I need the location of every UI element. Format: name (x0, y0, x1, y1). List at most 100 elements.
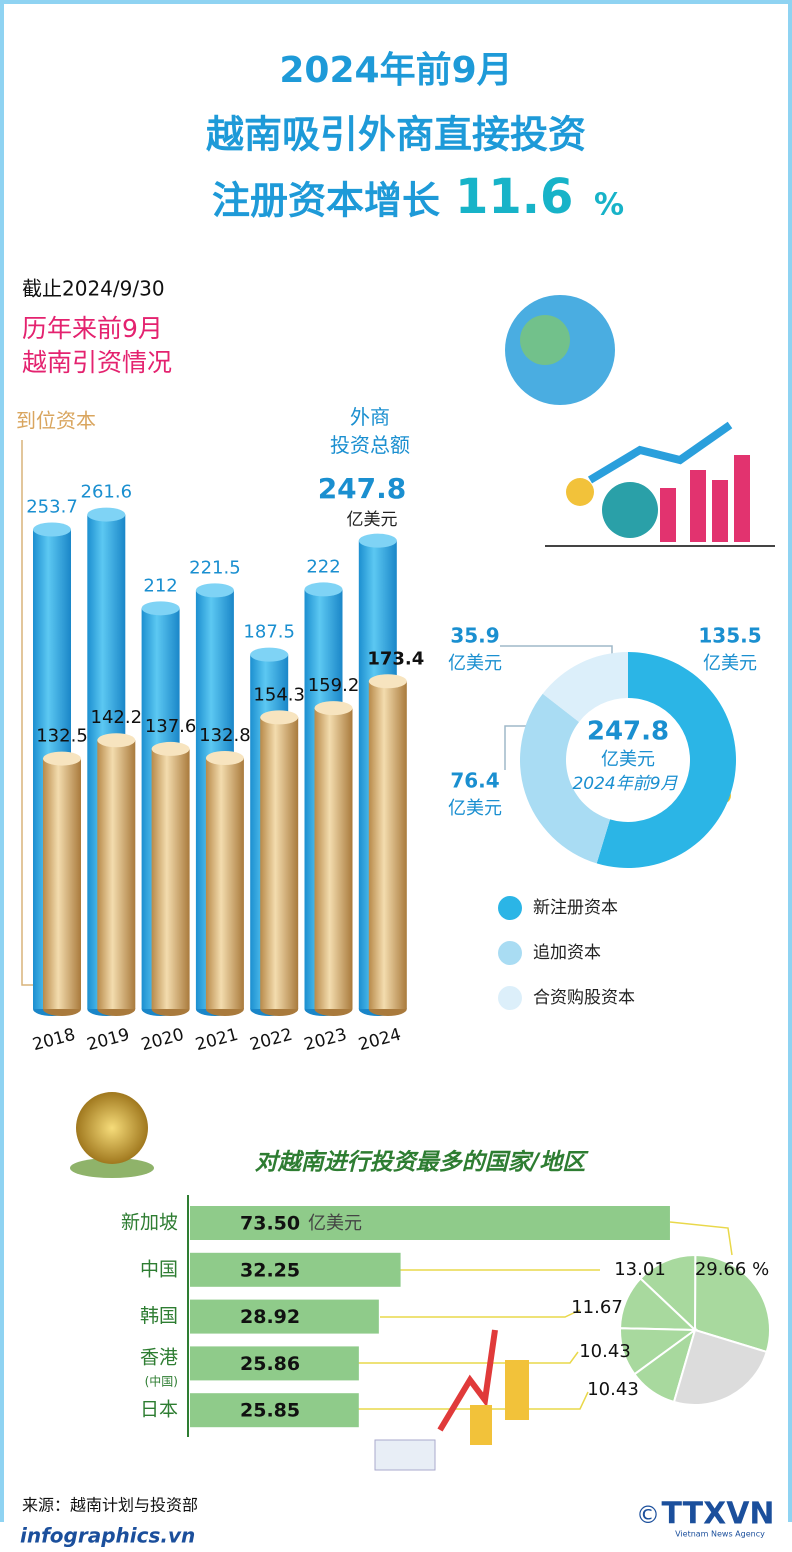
source: 来源：越南计划与投资部 (22, 1496, 198, 1515)
agency: Vietnam News Agency (675, 1530, 765, 1539)
cylinder-cap (205, 751, 244, 766)
cylinder-cap (195, 583, 234, 598)
value-label: 25.86 (240, 1353, 300, 1375)
value-label: 28.92 (240, 1306, 300, 1328)
cylinder-cap (141, 601, 180, 616)
x-tick-label: 2019 (85, 1025, 132, 1056)
value-label: 212 (143, 575, 177, 596)
cylinder-cap (87, 507, 126, 522)
value-label: 10.43 (579, 1341, 631, 1362)
value-label: 222 (306, 556, 340, 577)
legend-label: 合资购股资本 (533, 988, 635, 1008)
value-label: 25.85 (240, 1400, 300, 1422)
value-label: 187.5 (243, 622, 295, 643)
legend-label: 到位资本 (16, 409, 96, 433)
bar (314, 708, 353, 1009)
bar (97, 740, 136, 1009)
donut-segment (542, 652, 628, 722)
category-label: 新加坡 (121, 1212, 178, 1234)
value-label: 32.25 (240, 1259, 300, 1281)
legend-label: 外商投资总额 (330, 405, 410, 457)
legend-label: 新注册资本 (533, 898, 618, 918)
footer-band (0, 1522, 792, 1552)
cylinder-cap (250, 647, 289, 662)
bar (205, 758, 244, 1009)
growth-unit: % (594, 188, 624, 223)
value-label: 132.5 (36, 726, 88, 747)
unit-label: 亿美元 (308, 1213, 362, 1234)
cylinder-cap (304, 582, 343, 597)
value-label: 11.67 (571, 1297, 623, 1318)
value-label: 76.4 (450, 769, 499, 793)
value-label: 29.66 % (695, 1259, 769, 1280)
bar (368, 681, 407, 1009)
legend-swatch (498, 986, 522, 1010)
value-label: 137.6 (145, 716, 197, 737)
cylinder-cap (314, 701, 353, 716)
leader-lines (358, 1221, 733, 1410)
cylinder-cap (368, 674, 407, 689)
x-tick-label: 2022 (248, 1025, 295, 1056)
cylinder-cap (33, 522, 71, 537)
bar (190, 1299, 379, 1334)
legend-swatch (498, 896, 522, 920)
bar (260, 717, 299, 1009)
value-label: 221.5 (189, 557, 241, 578)
value-label: 159.2 (308, 675, 360, 696)
cylinder-cap (151, 741, 190, 756)
value-label: 253.7 (26, 497, 78, 518)
pie-slice (639, 1253, 697, 1333)
value-label: 261.6 (81, 482, 133, 503)
pie-slice (672, 1328, 768, 1406)
legend-swatch (498, 941, 522, 965)
unit-label: 亿美元 (703, 653, 757, 674)
value-label: 247.8 (318, 472, 407, 505)
value-label: 132.8 (199, 725, 251, 746)
chart-title: 历年来前9月越南引资情况 (22, 314, 172, 377)
total-value: 247.8 (587, 717, 669, 747)
globe-icon (70, 1092, 154, 1178)
cylinder-cap (43, 751, 81, 766)
title-line: 2024年前9月 (279, 50, 512, 91)
bar (190, 1346, 359, 1381)
cylinder-cap (260, 710, 299, 725)
title-line: 注册资本增长 (212, 179, 440, 223)
cylinder-cap (97, 733, 136, 748)
value-label: 142.2 (91, 707, 143, 728)
value-label: 135.5 (698, 624, 761, 648)
growth-value: 11.6 (455, 169, 573, 225)
bar (151, 748, 190, 1009)
category-label: 日本 (140, 1399, 178, 1421)
value-label: 154.3 (253, 684, 305, 705)
bar (43, 758, 81, 1009)
logo: TTXVN (661, 1497, 774, 1532)
illustration (505, 295, 775, 547)
value-label: 35.9 (450, 624, 499, 648)
title-line: 越南吸引外商直接投资 (206, 113, 586, 157)
x-tick-label: 2024 (356, 1025, 403, 1056)
category-label: 韩国 (140, 1305, 178, 1327)
bar (190, 1206, 670, 1240)
cylinder-cap (358, 533, 397, 548)
x-tick-label: 2018 (31, 1025, 78, 1056)
unit-label: 亿美元 (601, 749, 655, 770)
donut-segment (520, 693, 611, 864)
pie-slice (693, 1253, 771, 1354)
copyright: © (636, 1501, 660, 1529)
value-label: 73.50 (240, 1213, 300, 1235)
unit-label: 亿美元 (448, 798, 502, 819)
unit-label: 亿美元 (347, 510, 398, 530)
bar (190, 1393, 359, 1428)
category-label: 香港(中国) (140, 1346, 178, 1388)
x-tick-label: 2023 (302, 1025, 349, 1056)
site: infographics.vn (20, 1524, 195, 1548)
x-tick-label: 2021 (193, 1025, 240, 1056)
category-label: 中国 (140, 1258, 178, 1280)
legend-label: 追加资本 (533, 943, 601, 963)
growth-illustration (374, 1329, 529, 1471)
chart-title: 对越南进行投资最多的国家/地区 (255, 1150, 589, 1176)
x-tick-label: 2020 (139, 1025, 186, 1056)
donut-segment (596, 652, 736, 868)
value-label: 173.4 (367, 648, 424, 669)
value-label: 13.01 (614, 1259, 666, 1280)
